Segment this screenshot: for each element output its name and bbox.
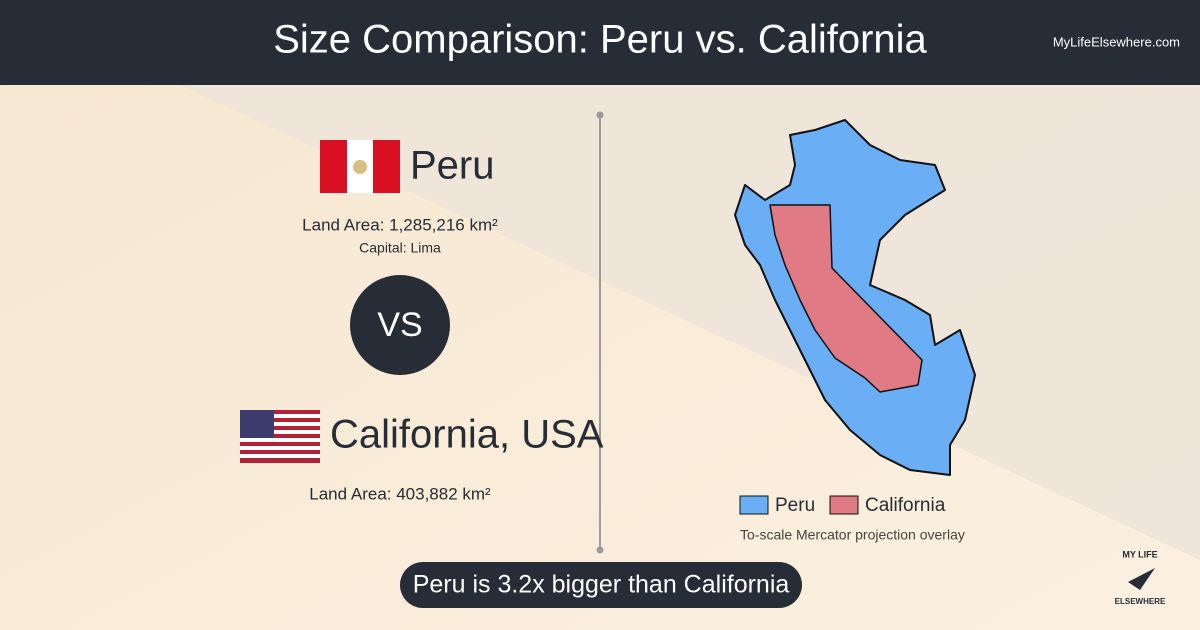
logo: MY LIFE ELSEWHERE xyxy=(1115,549,1166,606)
peru-flag xyxy=(320,140,400,193)
divider-end xyxy=(596,111,604,119)
header-bar xyxy=(0,0,1200,85)
title: Size Comparison: Peru vs. California xyxy=(273,18,927,62)
land-area: Land Area: 403,882 km² xyxy=(309,484,491,503)
summary: Peru is 3.2x bigger than California xyxy=(413,571,790,599)
vs-badge xyxy=(350,275,450,375)
site-name: MyLifeElsewhere.com xyxy=(1053,34,1180,49)
country-name: Peru xyxy=(410,144,495,188)
vs-text: VS xyxy=(377,306,422,344)
legend-label: Peru xyxy=(775,495,815,516)
legend-swatch xyxy=(829,495,859,515)
legend-label: California xyxy=(865,495,946,516)
logo-bottom: ELSEWHERE xyxy=(1115,597,1166,606)
logo-top: MY LIFE xyxy=(1122,549,1157,559)
california-shape xyxy=(769,204,923,393)
divider-end xyxy=(596,546,604,554)
capital: Capital: Lima xyxy=(359,240,441,256)
logo-plane xyxy=(1128,568,1155,590)
legend-note: To-scale Mercator projection overlay xyxy=(740,527,965,543)
legend-swatch xyxy=(739,495,769,515)
country-name: California, USA xyxy=(330,413,604,457)
map-overlay xyxy=(734,119,976,476)
land-area: Land Area: 1,285,216 km² xyxy=(302,215,498,234)
usa-flag xyxy=(240,410,320,463)
summary-pill xyxy=(400,562,802,608)
